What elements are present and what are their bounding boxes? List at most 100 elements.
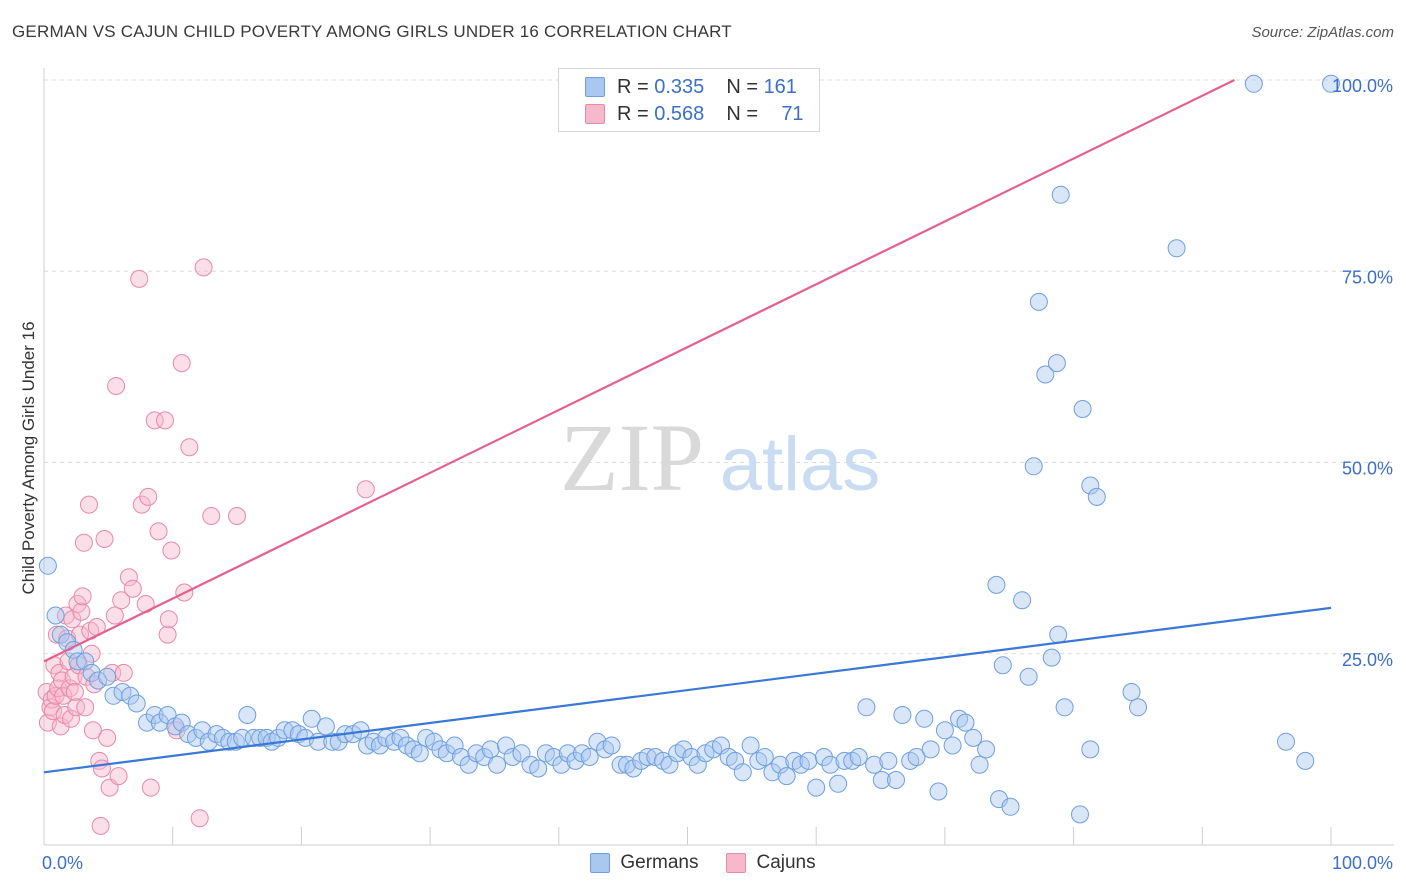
point-germans	[1042, 648, 1061, 667]
point-germans	[821, 755, 840, 774]
chart-source: Source: ZipAtlas.com	[1251, 24, 1394, 41]
point-cajuns	[145, 411, 164, 430]
point-germans	[602, 736, 621, 755]
point-germans	[956, 713, 975, 732]
point-cajuns	[92, 759, 111, 778]
legend-n-value-germans: 161	[763, 75, 797, 98]
legend-n-label: N =	[726, 102, 758, 125]
point-germans	[865, 755, 884, 774]
legend-n-label: N =	[726, 75, 758, 98]
point-cajuns	[158, 625, 177, 644]
point-germans	[529, 759, 548, 778]
point-germans	[993, 656, 1012, 675]
point-cajuns	[149, 522, 168, 541]
point-germans	[1073, 400, 1092, 418]
point-cajuns	[180, 438, 199, 457]
legend-row-germans: R = 0.335 N = 161	[585, 74, 797, 100]
y-axis-label: Child Poverty Among Girls Under 16	[19, 321, 38, 594]
point-germans	[887, 771, 905, 789]
point-germans	[1049, 625, 1068, 644]
trend-line-germans	[43, 606, 1332, 774]
grid-lines	[44, 79, 1394, 655]
point-germans	[1167, 239, 1186, 258]
point-cajuns	[159, 610, 178, 629]
point-germans	[674, 740, 693, 759]
y-tick-label: 75.0%	[1342, 267, 1393, 287]
legend-row-cajuns: R = 0.568 N = 71	[585, 101, 804, 127]
legend-swatch-cajuns	[585, 104, 605, 124]
series-swatch-germans	[590, 853, 611, 873]
series-legend-label-cajuns: Cajuns	[756, 852, 816, 873]
point-germans	[127, 694, 146, 713]
trend-line-cajuns	[43, 79, 1235, 663]
point-cajuns	[74, 533, 93, 552]
point-germans	[771, 755, 790, 774]
point-germans	[1122, 683, 1141, 701]
point-germans	[503, 748, 522, 766]
point-germans	[445, 736, 464, 755]
point-cajuns	[107, 377, 126, 395]
point-cajuns	[156, 411, 174, 430]
point-germans	[741, 736, 760, 755]
point-germans	[977, 740, 996, 759]
point-cajuns	[54, 686, 73, 705]
point-germans	[682, 748, 701, 766]
point-germans	[829, 774, 848, 793]
point-germans	[238, 706, 257, 724]
point-germans	[410, 744, 429, 763]
point-germans	[921, 740, 940, 759]
point-germans	[777, 767, 796, 786]
point-cajuns	[132, 495, 151, 514]
point-germans	[121, 686, 140, 705]
point-cajuns	[194, 258, 213, 277]
legend: R = 0.335 N = 161 R = 0.568 N = 71	[558, 68, 820, 132]
x-tick-label: 0.0%	[42, 853, 83, 873]
point-germans	[907, 748, 926, 766]
point-cajuns	[139, 487, 158, 506]
point-germans	[1013, 591, 1032, 610]
point-germans	[51, 625, 70, 644]
point-cajuns	[109, 767, 128, 786]
point-germans	[275, 721, 294, 740]
point-cajuns	[65, 683, 84, 701]
point-cajuns	[123, 579, 142, 598]
point-cajuns	[105, 606, 124, 625]
point-cajuns	[64, 667, 83, 686]
point-germans	[970, 755, 989, 774]
point-germans	[1029, 292, 1048, 311]
series-legend: Germans Cajuns	[0, 852, 1406, 874]
tick-labels: 25.0% 50.0% 75.0% 100.0% 0.0% 100.0%	[42, 76, 1393, 873]
point-germans	[1019, 667, 1038, 686]
point-cajuns	[91, 816, 110, 835]
point-germans	[89, 671, 108, 690]
point-germans	[172, 713, 191, 732]
point-cajuns	[51, 717, 70, 736]
point-germans	[98, 667, 117, 686]
point-germans	[138, 713, 156, 732]
legend-r-label: R =	[617, 102, 649, 125]
point-germans	[929, 782, 948, 801]
point-cajuns	[80, 495, 98, 514]
point-cajuns	[73, 587, 92, 606]
point-germans	[1296, 751, 1315, 770]
legend-n-value-cajuns: 71	[781, 102, 804, 125]
y-tick-label: 25.0%	[1342, 650, 1393, 670]
point-germans	[835, 751, 854, 770]
point-germans	[316, 717, 335, 736]
point-cajuns	[119, 568, 138, 587]
legend-r-label: R =	[617, 75, 649, 98]
point-germans	[755, 748, 774, 766]
point-germans	[1051, 185, 1070, 204]
point-germans	[799, 751, 818, 770]
point-germans	[552, 755, 571, 774]
point-germans	[624, 759, 643, 778]
series-legend-germans: Germans	[590, 852, 698, 874]
series-swatch-cajuns	[726, 853, 747, 873]
point-germans	[1087, 487, 1106, 506]
point-germans	[1047, 354, 1066, 373]
point-cajuns	[228, 507, 246, 525]
point-germans	[943, 736, 962, 755]
point-germans	[302, 709, 321, 728]
point-cajuns	[356, 480, 375, 499]
